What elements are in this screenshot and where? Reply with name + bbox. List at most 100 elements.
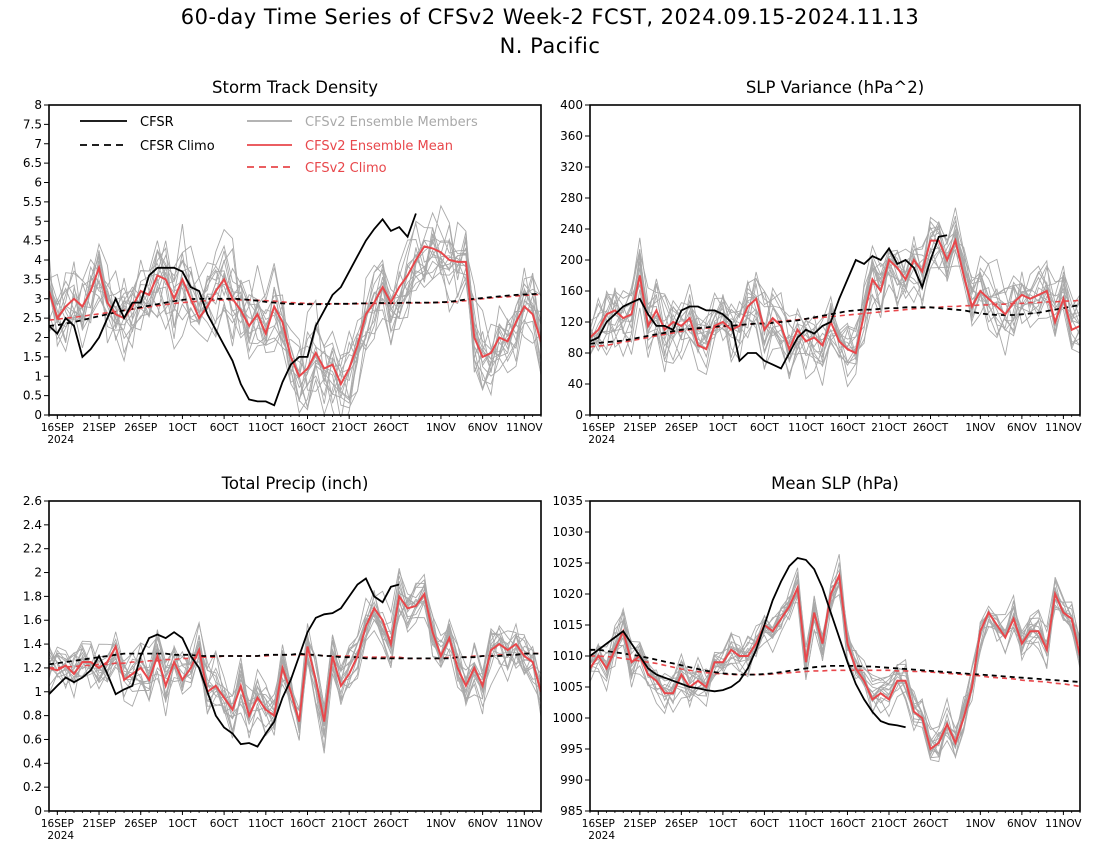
y-tick-label: 200 <box>560 253 583 267</box>
y-tick-label: 2.4 <box>23 518 42 532</box>
x-tick-label: 11OCT <box>248 422 284 434</box>
legend-label-cfsv2-climo: CFSv2 Climo <box>305 161 387 176</box>
ensemble-members <box>49 204 541 415</box>
x-tick-label: 21SEP <box>83 818 116 830</box>
panel-title: Mean SLP (hPa) <box>771 474 899 493</box>
ensemble-member-line <box>590 576 1080 743</box>
y-tick-label: 120 <box>560 315 583 329</box>
ensemble-member-line <box>590 216 1080 366</box>
x-tick-label: 26OCT <box>913 422 949 434</box>
y-tick-label: 40 <box>568 377 583 391</box>
ensemble-member-line <box>590 224 1080 380</box>
ensemble-member-line <box>590 233 1080 371</box>
y-tick-label: 1020 <box>552 587 583 601</box>
y-tick-label: 7.5 <box>23 117 42 131</box>
x-tick-label: 16OCT <box>290 422 326 434</box>
series-cfsr <box>590 234 948 370</box>
panel-2: SLP Variance (hPa^2) 0 40 80 120 160 200 240 280… <box>560 78 1082 446</box>
x-tick-label: 1NOV <box>965 422 996 434</box>
y-tick-label: 0 <box>34 408 42 422</box>
series-cfsr <box>590 557 906 729</box>
x-tick-label: 11OCT <box>248 818 284 830</box>
y-tick-label: 2 <box>34 566 42 580</box>
y-tick-label: 1025 <box>552 556 583 570</box>
ensemble-member-line <box>590 581 1080 757</box>
x-tick-label: 6OCT <box>210 422 239 434</box>
y-tick-label: 7 <box>34 137 42 151</box>
y-tick-label: 1035 <box>552 494 583 508</box>
ensemble-member-line <box>49 583 541 741</box>
x-tick-label: 1OCT <box>168 818 197 830</box>
series-cfsv2-climo <box>590 299 1080 348</box>
ensemble-members <box>590 207 1080 388</box>
x-tick-label: 16OCT <box>830 818 866 830</box>
y-tick-label: 1.6 <box>23 613 42 627</box>
y-tick-label: 280 <box>560 191 583 205</box>
y-tick-label: 360 <box>560 129 583 143</box>
x-tick-label: 1OCT <box>709 818 738 830</box>
legend-label-members: CFSv2 Ensemble Members <box>305 115 478 130</box>
x-tick-label: 16OCT <box>830 422 866 434</box>
x-tick-label: 1NOV <box>965 818 996 830</box>
x-tick-label: 26SEP <box>124 422 157 434</box>
y-tick-label: 320 <box>560 160 583 174</box>
x-tick-label: 16SEP <box>41 422 74 434</box>
ensemble-member-line <box>590 577 1080 743</box>
y-tick-label: 160 <box>560 284 583 298</box>
y-tick-label: 5.5 <box>23 195 42 209</box>
ensemble-member-line <box>590 582 1080 763</box>
panel-1: Storm Track Density 0 0.5 1 1.5 2 2.5 3 3.5 4 4.5 5… <box>23 78 543 446</box>
x-tick-label: 21OCT <box>332 422 368 434</box>
x-tick-label: 16SEP <box>582 422 615 434</box>
series-ens-mean <box>49 245 541 387</box>
x-tick-label: 6NOV <box>468 818 499 830</box>
ensemble-members <box>49 568 541 754</box>
y-tick-label: 0.2 <box>23 780 42 794</box>
series-cfsr <box>49 577 400 748</box>
y-tick-label: 0.5 <box>23 389 42 403</box>
series-cfsr-climo <box>590 648 1080 683</box>
x-year-label: 2024 <box>47 434 74 446</box>
ensemble-member-line <box>49 238 541 411</box>
y-tick-label: 4.5 <box>23 234 42 248</box>
x-tick-label: 26SEP <box>124 818 157 830</box>
x-tick-label: 1NOV <box>426 422 457 434</box>
y-tick-label: 1 <box>34 369 42 383</box>
y-tick-label: 985 <box>560 804 583 818</box>
panel-3: Total Precip (inch) 0 0.2 0.4 0.6 0.8 1 1.2 1.4 1… <box>23 474 543 842</box>
y-tick-label: 3.5 <box>23 272 42 286</box>
y-tick-label: 400 <box>560 98 583 112</box>
y-tick-label: 8 <box>34 98 42 112</box>
page-title: 60-day Time Series of CFSv2 Week-2 FCST,… <box>180 5 920 29</box>
y-tick-label: 5 <box>34 214 42 228</box>
x-tick-label: 6OCT <box>750 818 779 830</box>
y-tick-label: 1 <box>34 685 42 699</box>
x-tick-label: 1OCT <box>168 422 197 434</box>
series-ens-mean <box>49 591 541 722</box>
y-tick-label: 0.8 <box>23 709 42 723</box>
y-tick-label: 2.2 <box>23 542 42 556</box>
x-tick-label: 26SEP <box>665 818 698 830</box>
y-tick-label: 6.5 <box>23 156 42 170</box>
ensemble-member-line <box>590 582 1080 753</box>
x-tick-label: 26OCT <box>373 422 409 434</box>
legend-label-ens-mean: CFSv2 Ensemble Mean <box>305 139 453 154</box>
panel-title: SLP Variance (hPa^2) <box>746 78 924 97</box>
ensemble-member-line <box>590 580 1080 758</box>
y-tick-label: 1000 <box>552 711 583 725</box>
series-cfsr <box>49 213 417 407</box>
x-tick-label: 26SEP <box>665 422 698 434</box>
x-tick-label: 16SEP <box>41 818 74 830</box>
y-tick-label: 1015 <box>552 618 583 632</box>
y-tick-label: 2.6 <box>23 494 42 508</box>
x-tick-label: 11OCT <box>788 818 824 830</box>
legend: CFSR CFSR Climo CFSv2 Ensemble Members CFSv… <box>80 115 478 176</box>
x-tick-label: 26OCT <box>373 818 409 830</box>
x-tick-label: 11OCT <box>788 422 824 434</box>
panel-title: Total Precip (inch) <box>221 474 369 493</box>
x-tick-label: 11NOV <box>1045 422 1082 434</box>
y-tick-label: 0.6 <box>23 732 42 746</box>
series-cfsv2-climo <box>590 655 1080 688</box>
y-tick-label: 0 <box>34 804 42 818</box>
x-tick-label: 6NOV <box>468 422 499 434</box>
